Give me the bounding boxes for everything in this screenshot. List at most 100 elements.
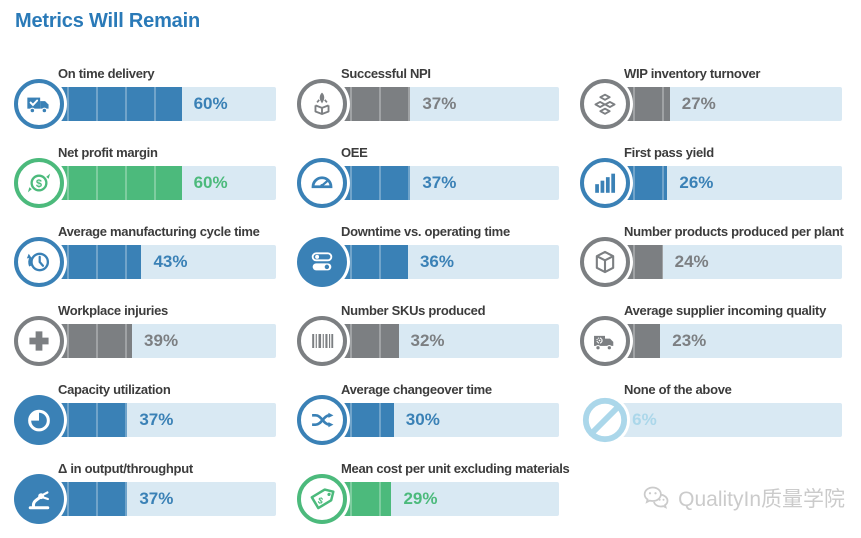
metric-value: 30% <box>405 410 440 429</box>
metric-label: On time delivery <box>58 66 155 81</box>
metric-average-changeover-time: Average changeover time 30% <box>297 380 559 459</box>
metric-label: Downtime vs. operating time <box>341 224 510 239</box>
metric-value: 24% <box>674 252 709 271</box>
metric-bar: 23% <box>580 316 842 366</box>
metric-bar: 6% <box>580 395 842 445</box>
metric-bar: 37% <box>14 474 276 524</box>
metric-label: Δ in output/throughput <box>58 461 193 476</box>
robot-arm-icon <box>14 474 64 524</box>
metric-value: 32% <box>410 331 445 350</box>
metric-bar: 36% <box>297 237 559 287</box>
metric-downtime-vs-operating-time: Downtime vs. operating time 36% <box>297 222 559 301</box>
bar-track: 32% <box>323 324 559 358</box>
medical-cross-icon <box>14 316 64 366</box>
bar-track: 43% <box>40 245 276 279</box>
metric-bar: $60% <box>14 158 276 208</box>
metric-value: 27% <box>681 94 716 113</box>
bar-track: 60% <box>40 87 276 121</box>
metric-net-profit-margin: Net profit margin $60% <box>14 143 276 222</box>
metric-label: Number products produced per plant <box>624 224 844 239</box>
metric-label: Mean cost per unit excluding materials <box>341 461 570 476</box>
price-tag-icon: $ <box>297 474 347 524</box>
bar-track: 6% <box>606 403 842 437</box>
metric-none-of-the-above: None of the above 6% <box>580 380 842 459</box>
bar-track: 36% <box>323 245 559 279</box>
svg-text:$: $ <box>36 178 42 190</box>
metric-workplace-injuries: Workplace injuries 39% <box>14 301 276 380</box>
metric-bar: 37% <box>297 79 559 129</box>
metric-capacity-utilization: Capacity utilization 37% <box>14 380 276 459</box>
bar-track: 60% <box>40 166 276 200</box>
clock-history-icon <box>14 237 64 287</box>
bar-fill <box>40 87 182 121</box>
prohibition-icon <box>580 395 630 445</box>
metric-bar: 30% <box>297 395 559 445</box>
metric-first-pass-yield: First pass yield 26% <box>580 143 842 222</box>
rocket-launch-icon <box>297 79 347 129</box>
bar-track: 27% <box>606 87 842 121</box>
metric-successful-npi: Successful NPI 37% <box>297 64 559 143</box>
metric-label: None of the above <box>624 382 732 397</box>
metric-label: Average supplier incoming quality <box>624 303 826 318</box>
metric-on-time-delivery: On time delivery 60% <box>14 64 276 143</box>
gauge-icon <box>297 158 347 208</box>
metric-value: 6% <box>632 410 657 429</box>
metric-oee: OEE 37% <box>297 143 559 222</box>
metrics-column-3: WIP inventory turnover 27% First pass yiel… <box>580 64 844 538</box>
bar-track: 24% <box>606 245 842 279</box>
metric-bar: 24% <box>580 237 842 287</box>
metric-bar: 37% <box>297 158 559 208</box>
bar-track: 26% <box>606 166 842 200</box>
metric-value: 39% <box>144 331 179 350</box>
metric-bar: 27% <box>580 79 842 129</box>
bar-track: 29% <box>323 482 559 516</box>
metrics-column-1: On time delivery 60% Net profit margin $60%… <box>14 64 276 538</box>
metric-wip-inventory-turnover: WIP inventory turnover 27% <box>580 64 842 143</box>
metric-label: Average changeover time <box>341 382 492 397</box>
metric-value: 43% <box>153 252 188 271</box>
metric-bar: 26% <box>580 158 842 208</box>
metrics-column-2: Successful NPI 37% OEE 37% Downtime vs. oper… <box>297 64 570 538</box>
metric-value: 37% <box>422 173 457 192</box>
toggle-switches-icon <box>297 237 347 287</box>
pie-chart-icon <box>14 395 64 445</box>
bar-track: 39% <box>40 324 276 358</box>
metric-label: Capacity utilization <box>58 382 171 397</box>
metric-in-output-throughput: Δ in output/throughput 37% <box>14 459 276 538</box>
metric-bar: 32% <box>297 316 559 366</box>
bar-track: 37% <box>323 166 559 200</box>
bar-track: 37% <box>323 87 559 121</box>
metric-label: Workplace injuries <box>58 303 168 318</box>
barcode-icon <box>297 316 347 366</box>
metric-value: 37% <box>139 489 174 508</box>
metric-bar: 60% <box>14 79 276 129</box>
metric-bar: 37% <box>14 395 276 445</box>
cube-icon <box>580 237 630 287</box>
metric-value: 37% <box>139 410 174 429</box>
bar-track: 23% <box>606 324 842 358</box>
bar-chart-icon <box>580 158 630 208</box>
metric-bar: $29% <box>297 474 559 524</box>
metric-average-manufacturing-cycle-time: Average manufacturing cycle time 43% <box>14 222 276 301</box>
watermark: QualityIn质量学院 <box>641 483 845 513</box>
metric-label: Average manufacturing cycle time <box>58 224 260 239</box>
metric-value: 23% <box>672 331 707 350</box>
svg-text:$: $ <box>317 495 324 506</box>
metric-number-products-produced-per-plant: Number products produced per plant 24% <box>580 222 844 301</box>
bar-track: 37% <box>40 482 276 516</box>
metric-label: Successful NPI <box>341 66 431 81</box>
metric-value: 36% <box>419 252 454 271</box>
metrics-grid: On time delivery 60% Net profit margin $60%… <box>14 64 844 538</box>
metric-value: 29% <box>403 489 438 508</box>
metric-number-skus-produced: Number SKUs produced 32% <box>297 301 559 380</box>
metric-mean-cost-per-unit-excluding-materials: Mean cost per unit excluding materials $2… <box>297 459 570 538</box>
delivery-truck-check-icon <box>14 79 64 129</box>
metric-bar: 43% <box>14 237 276 287</box>
wechat-icon <box>641 483 671 513</box>
shuffle-icon <box>297 395 347 445</box>
metric-label: Net profit margin <box>58 145 158 160</box>
metric-label: OEE <box>341 145 368 160</box>
bar-track: 30% <box>323 403 559 437</box>
metric-label: First pass yield <box>624 145 714 160</box>
bar-fill <box>40 166 182 200</box>
